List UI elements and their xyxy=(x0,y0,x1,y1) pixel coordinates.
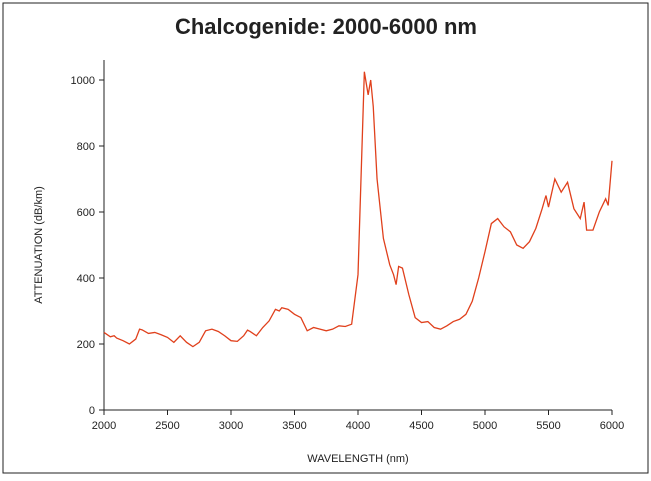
frame xyxy=(2,2,649,474)
x-tick-label: 4000 xyxy=(346,420,370,432)
y-tick-label: 200 xyxy=(77,339,95,351)
y-axis-label: ATTENUATION (dB/km) xyxy=(33,186,45,304)
chart-title: Chalcogenide: 2000-6000 nm xyxy=(175,14,477,39)
x-tick-label: 4500 xyxy=(409,420,433,432)
y-tick-label: 400 xyxy=(77,273,95,285)
x-tick-label: 2500 xyxy=(155,420,179,432)
line-series xyxy=(103,71,613,348)
x-tick-label: 3000 xyxy=(219,420,243,432)
x-tick-label: 6000 xyxy=(600,420,624,432)
x-tick-label: 2000 xyxy=(92,420,116,432)
y-tick-label: 0 xyxy=(89,405,95,417)
x-axis-label: WAVELENGTH (nm) xyxy=(307,453,408,465)
x-tick-label: 5000 xyxy=(473,420,497,432)
x-tick-label: 5500 xyxy=(536,420,560,432)
x-tick-label: 3500 xyxy=(282,420,306,432)
y-tick-label: 800 xyxy=(77,141,95,153)
y-tick-label: 1000 xyxy=(71,75,95,87)
y-tick-label: 600 xyxy=(77,207,95,219)
